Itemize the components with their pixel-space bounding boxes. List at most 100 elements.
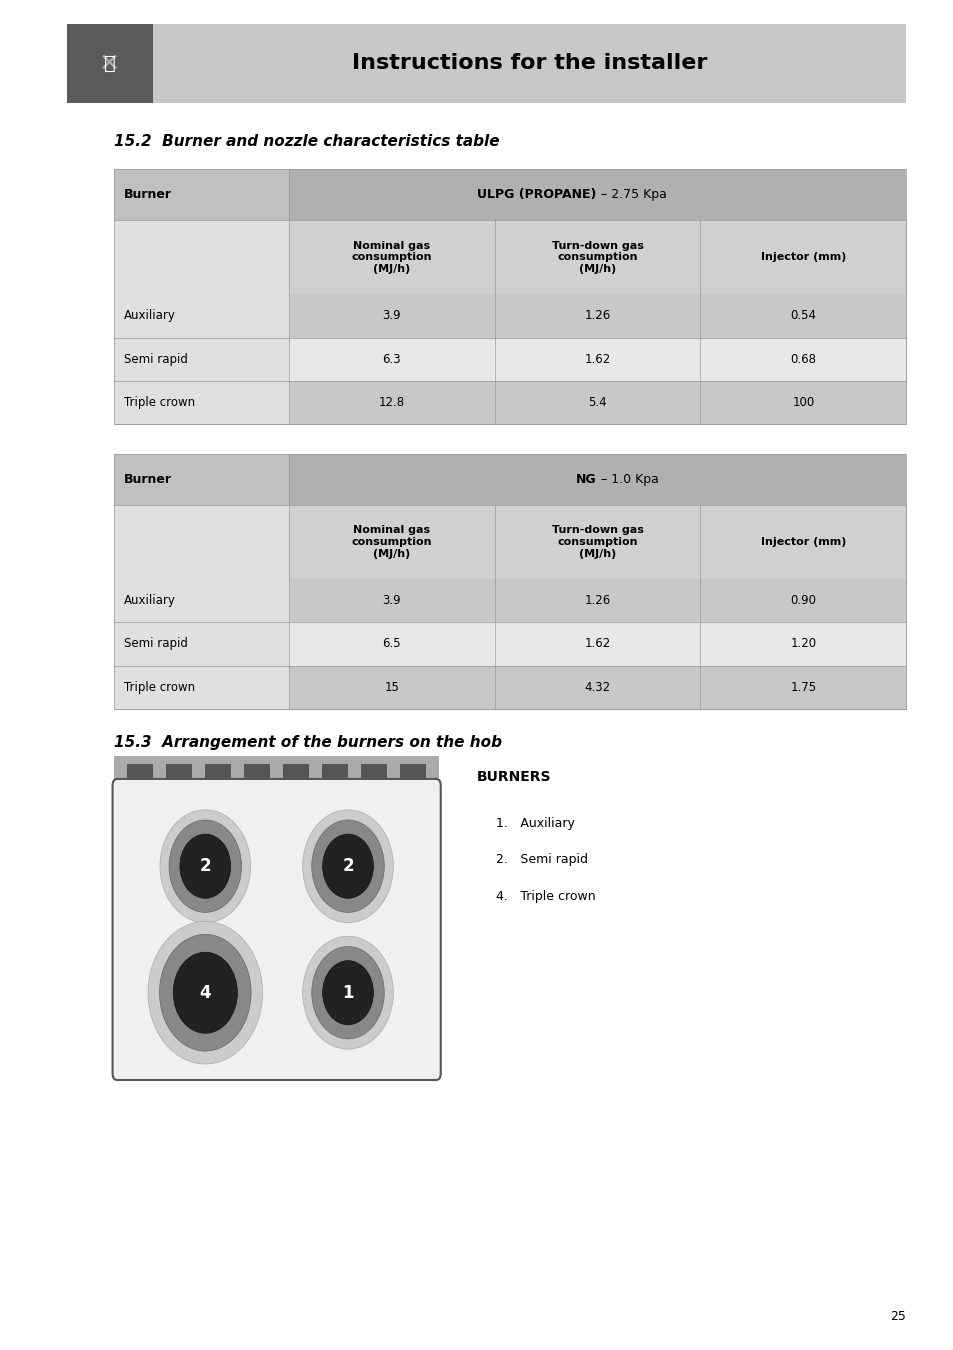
Text: 4. Triple crown: 4. Triple crown <box>496 890 595 903</box>
Text: Turn-down gas
consumption
(MJ/h): Turn-down gas consumption (MJ/h) <box>551 525 642 559</box>
Text: 1.62: 1.62 <box>584 352 610 366</box>
FancyBboxPatch shape <box>289 666 494 709</box>
Text: 25: 25 <box>889 1310 905 1323</box>
Text: 4.32: 4.32 <box>584 680 610 694</box>
FancyBboxPatch shape <box>114 579 289 622</box>
FancyBboxPatch shape <box>700 666 905 709</box>
FancyBboxPatch shape <box>289 454 905 505</box>
FancyBboxPatch shape <box>114 454 289 505</box>
Text: 2: 2 <box>199 857 211 875</box>
FancyBboxPatch shape <box>700 579 905 622</box>
Text: Semi rapid: Semi rapid <box>124 352 188 366</box>
Text: 0.54: 0.54 <box>789 309 816 323</box>
FancyBboxPatch shape <box>67 24 905 103</box>
FancyBboxPatch shape <box>360 764 387 778</box>
Text: 3.9: 3.9 <box>382 309 400 323</box>
FancyBboxPatch shape <box>399 764 425 778</box>
Text: 3.9: 3.9 <box>382 594 400 608</box>
FancyBboxPatch shape <box>494 381 700 424</box>
Text: – 2.75 Kpa: – 2.75 Kpa <box>597 188 667 201</box>
FancyBboxPatch shape <box>114 666 289 709</box>
Text: 6.5: 6.5 <box>382 637 400 651</box>
FancyBboxPatch shape <box>494 505 700 579</box>
FancyBboxPatch shape <box>114 756 438 786</box>
Text: 1.26: 1.26 <box>584 309 610 323</box>
FancyBboxPatch shape <box>114 338 289 381</box>
Text: BURNERS: BURNERS <box>476 769 551 783</box>
Ellipse shape <box>160 810 251 922</box>
FancyBboxPatch shape <box>244 764 270 778</box>
Ellipse shape <box>159 934 251 1052</box>
FancyBboxPatch shape <box>289 579 494 622</box>
FancyBboxPatch shape <box>494 579 700 622</box>
Text: Triple crown: Triple crown <box>124 396 195 409</box>
FancyBboxPatch shape <box>114 169 289 220</box>
FancyBboxPatch shape <box>494 622 700 666</box>
Text: Turn-down gas
consumption
(MJ/h): Turn-down gas consumption (MJ/h) <box>551 240 642 274</box>
Ellipse shape <box>312 819 384 913</box>
FancyBboxPatch shape <box>114 505 289 579</box>
Ellipse shape <box>312 946 384 1040</box>
FancyBboxPatch shape <box>494 294 700 338</box>
Text: Triple crown: Triple crown <box>124 680 195 694</box>
Text: – 1.0 Kpa: – 1.0 Kpa <box>597 472 659 486</box>
FancyBboxPatch shape <box>700 505 905 579</box>
FancyBboxPatch shape <box>494 338 700 381</box>
FancyBboxPatch shape <box>128 764 153 778</box>
FancyBboxPatch shape <box>700 338 905 381</box>
Text: 15.2  Burner and nozzle characteristics table: 15.2 Burner and nozzle characteristics t… <box>114 134 499 150</box>
FancyBboxPatch shape <box>166 764 193 778</box>
Text: Auxiliary: Auxiliary <box>124 309 175 323</box>
FancyBboxPatch shape <box>700 622 905 666</box>
Text: 0.90: 0.90 <box>789 594 816 608</box>
Text: 5.4: 5.4 <box>588 396 606 409</box>
Text: 1.75: 1.75 <box>789 680 816 694</box>
Ellipse shape <box>322 961 373 1025</box>
Ellipse shape <box>169 819 241 913</box>
Text: 1: 1 <box>342 984 354 1002</box>
FancyBboxPatch shape <box>700 381 905 424</box>
Text: 1.26: 1.26 <box>584 594 610 608</box>
Text: NG: NG <box>576 472 596 486</box>
FancyBboxPatch shape <box>289 381 494 424</box>
FancyBboxPatch shape <box>112 779 440 1080</box>
FancyBboxPatch shape <box>67 24 152 103</box>
Text: Nominal gas
consumption
(MJ/h): Nominal gas consumption (MJ/h) <box>351 525 432 559</box>
Text: 1. Auxiliary: 1. Auxiliary <box>496 817 575 830</box>
FancyBboxPatch shape <box>700 220 905 294</box>
Ellipse shape <box>148 922 262 1064</box>
FancyBboxPatch shape <box>700 294 905 338</box>
FancyBboxPatch shape <box>205 764 231 778</box>
Ellipse shape <box>322 834 373 898</box>
Ellipse shape <box>180 834 231 898</box>
Ellipse shape <box>302 937 393 1049</box>
FancyBboxPatch shape <box>289 338 494 381</box>
Text: ULPG (PROPANE): ULPG (PROPANE) <box>476 188 596 201</box>
Text: 15.3  Arrangement of the burners on the hob: 15.3 Arrangement of the burners on the h… <box>114 734 502 751</box>
Text: 100: 100 <box>791 396 814 409</box>
Text: 12.8: 12.8 <box>378 396 404 409</box>
Text: 15: 15 <box>384 680 398 694</box>
FancyBboxPatch shape <box>289 169 905 220</box>
Text: 6.3: 6.3 <box>382 352 400 366</box>
Text: Injector (mm): Injector (mm) <box>760 537 845 547</box>
Text: Burner: Burner <box>124 472 172 486</box>
FancyBboxPatch shape <box>114 220 289 294</box>
FancyBboxPatch shape <box>114 381 289 424</box>
FancyBboxPatch shape <box>283 764 309 778</box>
FancyBboxPatch shape <box>289 505 494 579</box>
Text: Burner: Burner <box>124 188 172 201</box>
FancyBboxPatch shape <box>289 220 494 294</box>
Text: 1.62: 1.62 <box>584 637 610 651</box>
Text: 2. Semi rapid: 2. Semi rapid <box>496 853 587 867</box>
Text: 1.20: 1.20 <box>789 637 816 651</box>
Text: 🔧: 🔧 <box>104 54 115 73</box>
FancyBboxPatch shape <box>494 220 700 294</box>
FancyBboxPatch shape <box>494 666 700 709</box>
FancyBboxPatch shape <box>114 294 289 338</box>
Text: 2: 2 <box>342 857 354 875</box>
Text: Nominal gas
consumption
(MJ/h): Nominal gas consumption (MJ/h) <box>351 240 432 274</box>
Text: Auxiliary: Auxiliary <box>124 594 175 608</box>
Text: Injector (mm): Injector (mm) <box>760 252 845 262</box>
Text: Instructions for the installer: Instructions for the installer <box>352 54 706 73</box>
